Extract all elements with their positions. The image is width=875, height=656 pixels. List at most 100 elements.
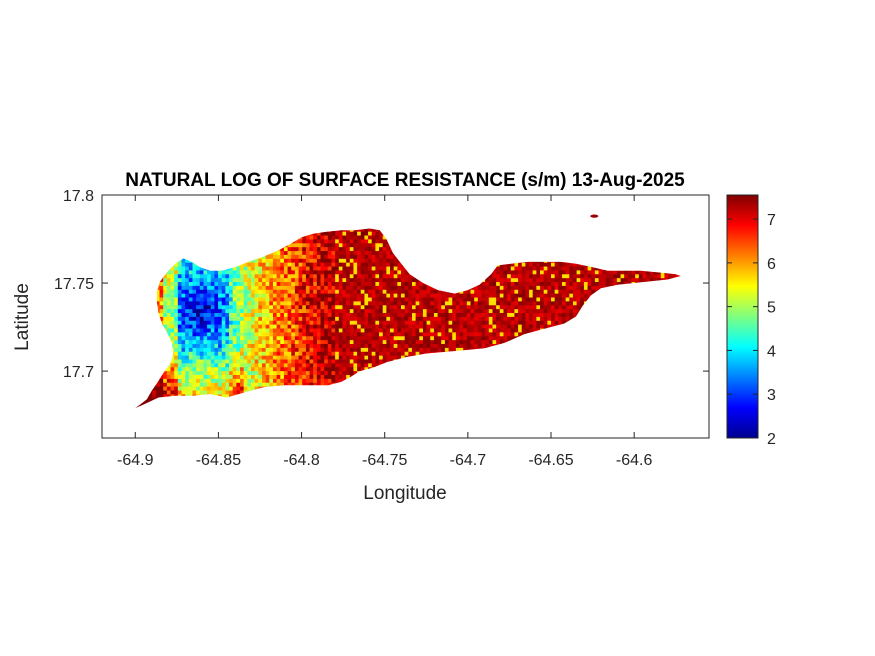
heatmap-cell (386, 270, 391, 275)
heatmap-cell (433, 328, 438, 333)
heatmap-cell (229, 359, 234, 364)
heatmap-cell (192, 277, 197, 283)
heatmap-cell (196, 277, 201, 283)
heatmap-cell (386, 262, 391, 267)
heatmap-cell (364, 285, 369, 290)
heatmap-cell (269, 359, 274, 364)
heatmap-cell (331, 324, 336, 329)
heatmap-cell (448, 301, 453, 306)
heatmap-cell (188, 277, 193, 283)
heatmap-cell (375, 343, 380, 348)
heatmap-cell (316, 316, 321, 321)
heatmap-cell (218, 293, 223, 298)
heatmap-cell (302, 301, 307, 306)
heatmap-cell (309, 374, 314, 379)
heatmap-cell (174, 308, 179, 314)
heatmap-cell (177, 273, 182, 279)
heatmap-cell (415, 281, 420, 286)
heatmap-cell (357, 228, 362, 232)
heatmap-cell (159, 316, 164, 321)
heatmap-cell (276, 362, 281, 368)
heatmap-cell (401, 304, 406, 310)
heatmap-cell (265, 312, 270, 317)
heatmap-cell (346, 332, 351, 337)
heatmap-cell (199, 343, 204, 348)
heatmap-cell (302, 351, 307, 356)
heatmap-cell (335, 281, 340, 286)
heatmap-cell (346, 347, 351, 352)
heatmap-cell (261, 258, 267, 263)
heatmap-cell (309, 293, 314, 298)
heatmap-cell (368, 235, 373, 240)
heatmap-cell (258, 301, 263, 306)
heatmap-cell (320, 316, 325, 321)
heatmap-cell (360, 246, 365, 252)
heatmap-cell (371, 289, 376, 294)
heatmap-cell (327, 301, 332, 306)
heatmap-cell (393, 254, 398, 259)
heatmap-cell (247, 316, 252, 321)
heatmap-cell (181, 351, 186, 356)
heatmap-cell (163, 386, 168, 391)
heatmap-cell (251, 258, 256, 263)
heatmap-cell (357, 335, 362, 341)
heatmap-cell (298, 270, 303, 275)
heatmap-cell (218, 347, 223, 352)
heatmap-cell (302, 262, 307, 267)
heatmap-cell (214, 316, 219, 321)
heatmap-cell (232, 347, 237, 352)
heatmap-cell (393, 320, 398, 325)
heatmap-cell (177, 297, 182, 302)
heatmap-cell (488, 324, 493, 329)
heatmap-cell (485, 339, 490, 345)
heatmap-cell (488, 335, 493, 341)
heatmap-cell (470, 297, 475, 302)
heatmap-cell (247, 266, 252, 271)
heatmap-cell (280, 285, 285, 290)
heatmap-cell (181, 297, 186, 302)
heatmap-cell (174, 390, 179, 395)
heatmap-cell (214, 277, 219, 283)
heatmap-cell (313, 250, 318, 255)
heatmap-cell (221, 374, 226, 379)
heatmap-cell (294, 362, 299, 368)
heatmap-cell (357, 316, 362, 321)
heatmap-cell (309, 250, 314, 255)
heatmap-cell (181, 266, 186, 271)
heatmap-cell (324, 339, 329, 345)
heatmap-cell (229, 335, 234, 341)
heatmap-cell (320, 285, 325, 290)
heatmap-cell (346, 254, 351, 259)
heatmap-cell (364, 320, 369, 325)
heatmap-cell (287, 266, 292, 271)
heatmap-cell (240, 378, 245, 383)
heatmap-cell (261, 254, 267, 259)
heatmap-cell (203, 366, 208, 372)
heatmap-cell (163, 281, 168, 286)
heatmap-cell (364, 250, 369, 255)
heatmap-cell (221, 308, 226, 314)
heatmap-cell (437, 312, 442, 317)
heatmap-cell (218, 343, 223, 348)
heatmap-cell (188, 335, 193, 341)
heatmap-cell (243, 289, 248, 294)
heatmap-cell (408, 297, 413, 302)
heatmap-cell (269, 262, 274, 267)
heatmap-cell (401, 332, 406, 337)
heatmap-cell (357, 273, 362, 279)
heatmap-cell (327, 289, 332, 294)
heatmap-cell (452, 339, 457, 345)
heatmap-cell (492, 285, 497, 290)
heatmap-cell (229, 390, 234, 395)
heatmap-cell (258, 320, 263, 325)
heatmap-cell (298, 277, 303, 283)
heatmap-cell (441, 328, 446, 333)
heatmap-cell (335, 301, 340, 306)
heatmap-cell (210, 374, 215, 379)
heatmap-cell (199, 366, 204, 372)
heatmap-cell (192, 382, 197, 387)
heatmap-cell (225, 297, 230, 302)
heatmap-cell (397, 297, 402, 302)
heatmap-cell (185, 258, 190, 263)
heatmap-cell (324, 270, 329, 275)
